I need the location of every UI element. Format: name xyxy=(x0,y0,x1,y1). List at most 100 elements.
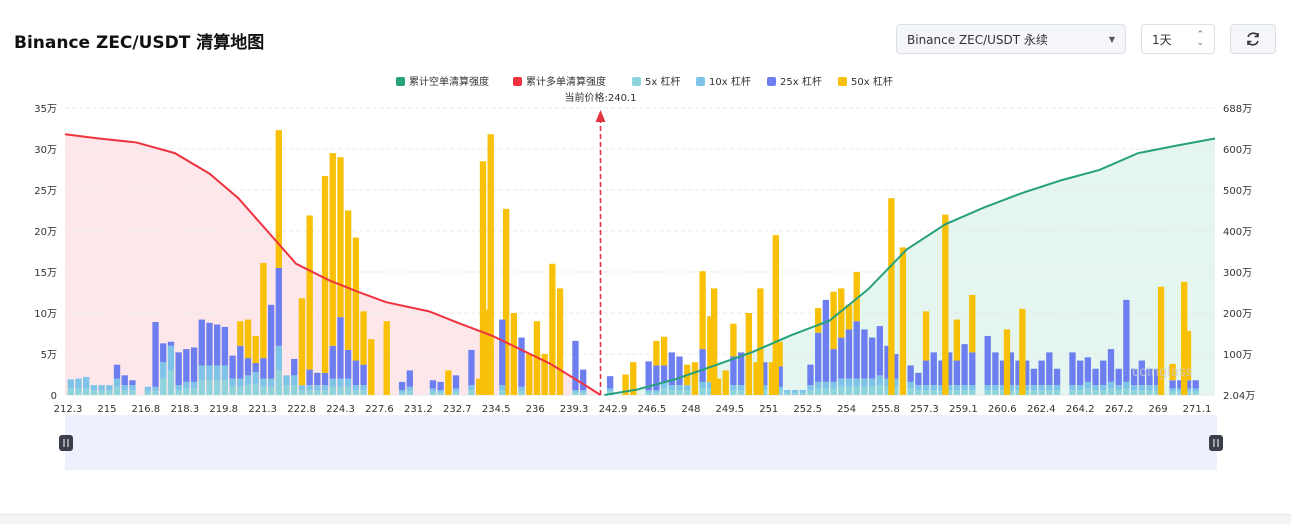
bar-25x xyxy=(121,375,128,386)
bar-5x xyxy=(838,386,845,395)
bar-50x xyxy=(549,263,556,395)
bar-25x xyxy=(676,356,683,386)
y-right-tick-label: 400万 xyxy=(1223,227,1252,238)
y-right-tick-label: 2.04万 xyxy=(1223,391,1255,402)
bar-25x xyxy=(1177,380,1184,389)
short-cum-area xyxy=(604,138,1215,395)
bar-5x xyxy=(822,388,830,395)
bar-5x xyxy=(1192,391,1199,395)
bar-50x xyxy=(730,323,737,357)
bar-5x xyxy=(699,388,706,395)
bar-50x xyxy=(660,336,668,366)
bar-25x xyxy=(345,349,352,379)
bar-10x xyxy=(784,390,791,393)
bar-10x xyxy=(67,379,74,389)
bar-25x xyxy=(892,354,899,379)
x-tick-label: 267.2 xyxy=(1105,404,1134,415)
bar-5x xyxy=(668,390,675,395)
bar-10x xyxy=(1053,385,1061,391)
x-tick-label: 216.8 xyxy=(132,404,161,415)
bar-10x xyxy=(121,385,128,391)
bar-10x xyxy=(437,390,444,393)
bar-10x xyxy=(930,385,937,391)
bar-5x xyxy=(761,390,768,395)
bar-5x xyxy=(645,392,652,395)
x-tick-label: 260.6 xyxy=(988,404,1017,415)
refresh-button[interactable] xyxy=(1230,24,1276,54)
bar-10x xyxy=(915,385,922,391)
bar-5x xyxy=(1107,388,1115,395)
bar-25x xyxy=(229,355,236,379)
bar-10x xyxy=(684,385,691,391)
bar-25x xyxy=(572,340,579,391)
bar-10x xyxy=(1177,388,1184,392)
bar-25x xyxy=(1146,368,1153,386)
bar-50x xyxy=(306,215,313,370)
bar-5x xyxy=(737,390,745,395)
bar-5x xyxy=(406,390,413,395)
bar-50x xyxy=(502,208,510,395)
bar-5x xyxy=(868,386,876,395)
exchange-select[interactable]: Binance ZEC/USDT 永续 ▼ xyxy=(896,24,1126,54)
bar-25x xyxy=(252,363,259,373)
bar-25x xyxy=(938,360,945,386)
bar-25x xyxy=(645,361,652,391)
bar-5x xyxy=(845,386,853,395)
bar-25x xyxy=(321,372,329,386)
bar-10x xyxy=(267,378,275,387)
y-right-tick-label: 500万 xyxy=(1223,186,1252,197)
bar-25x xyxy=(1077,360,1084,386)
y-right-tick-label: 100万 xyxy=(1223,350,1252,361)
bar-10x xyxy=(275,345,282,371)
bar-25x xyxy=(337,317,344,379)
bar-10x xyxy=(190,381,198,389)
bar-50x xyxy=(622,374,629,395)
bar-50x xyxy=(321,176,329,373)
bar-25x xyxy=(1123,299,1130,382)
bar-25x xyxy=(167,341,175,346)
bar-5x xyxy=(676,390,683,395)
bar-5x xyxy=(580,392,587,395)
bar-50x xyxy=(953,319,961,361)
bar-25x xyxy=(884,345,891,379)
bar-5x xyxy=(1015,390,1022,395)
bar-5x xyxy=(1084,388,1092,395)
bar-10x xyxy=(252,372,259,384)
bar-25x xyxy=(737,352,745,386)
bar-10x xyxy=(237,378,244,387)
bar-50x xyxy=(653,340,660,366)
short-cum-line xyxy=(604,137,1216,396)
bar-5x xyxy=(237,386,244,395)
bar-5x xyxy=(1146,390,1153,395)
bar-10x xyxy=(922,385,930,391)
bar-25x xyxy=(398,381,406,391)
legend-swatch xyxy=(632,77,641,86)
bar-25x xyxy=(1138,360,1145,386)
bar-10x xyxy=(306,385,313,391)
x-tick-label: 257.3 xyxy=(910,404,939,415)
bar-10x xyxy=(221,365,229,381)
bar-5x xyxy=(75,388,82,395)
x-tick-label: 222.8 xyxy=(287,404,316,415)
bar-5x xyxy=(106,390,113,395)
bar-5x xyxy=(961,390,968,395)
range-handle-right[interactable] xyxy=(1209,435,1223,451)
bar-5x xyxy=(1077,390,1084,395)
bar-25x xyxy=(1046,352,1053,386)
bar-5x xyxy=(791,392,799,395)
y-left-tick-label: 0 xyxy=(51,391,57,402)
bar-50x xyxy=(1184,331,1192,381)
bar-5x xyxy=(190,388,198,395)
bar-5x xyxy=(1123,388,1130,395)
bar-50x xyxy=(1169,363,1176,381)
up-down-arrows-icon: ⌃ ⌄ xyxy=(1196,30,1204,48)
bar-25x xyxy=(1130,368,1138,386)
bar-25x xyxy=(907,365,914,382)
legend-label: 累计多单清算强度 xyxy=(526,75,606,88)
x-tick-label: 242.9 xyxy=(599,404,628,415)
x-tick-label: 262.4 xyxy=(1027,404,1056,415)
range-handle-left[interactable] xyxy=(59,435,73,451)
bar-5x xyxy=(1053,390,1061,395)
interval-select[interactable]: 1天 ⌃ ⌄ xyxy=(1141,24,1215,54)
bar-5x xyxy=(152,390,159,395)
